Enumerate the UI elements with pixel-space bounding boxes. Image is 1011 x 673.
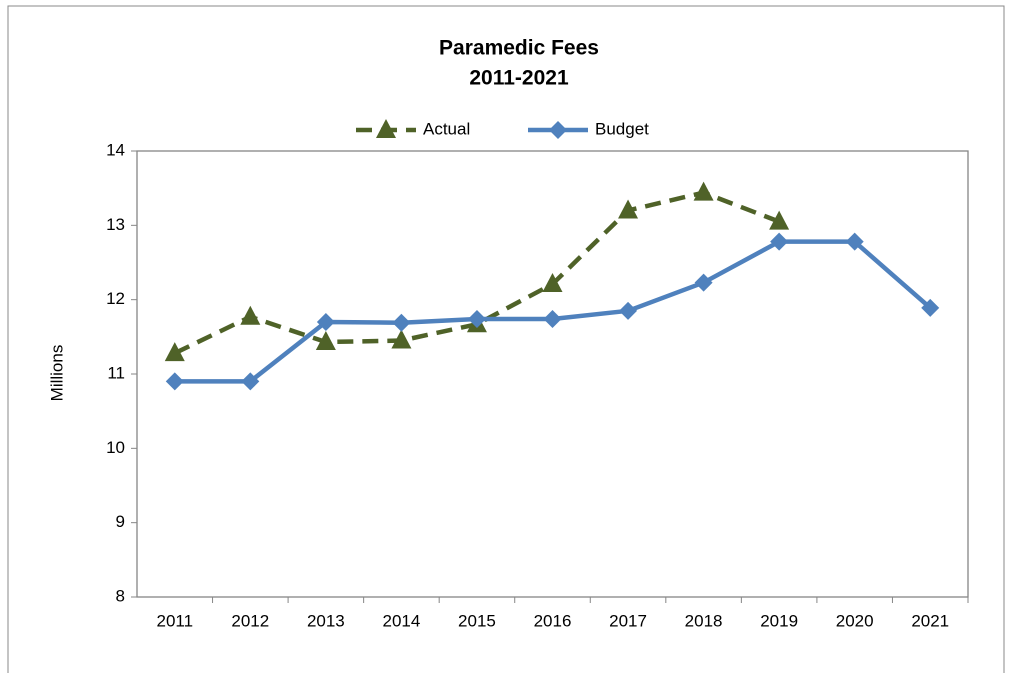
y-tick-label: 11 bbox=[107, 363, 125, 382]
legend-marker bbox=[376, 119, 396, 138]
data-point bbox=[618, 199, 639, 219]
legend-label: Budget bbox=[595, 119, 649, 138]
x-tick-label: 2015 bbox=[458, 611, 496, 630]
y-tick-label: 12 bbox=[106, 289, 125, 308]
data-point bbox=[542, 273, 563, 293]
data-point bbox=[316, 312, 335, 331]
data-point bbox=[619, 301, 638, 320]
data-point bbox=[165, 372, 184, 391]
x-tick-label: 2017 bbox=[609, 611, 647, 630]
x-tick-label: 2020 bbox=[836, 611, 874, 630]
series-line bbox=[173, 190, 780, 356]
chart-frame bbox=[7, 5, 1005, 673]
x-tick-label: 2014 bbox=[382, 611, 420, 630]
data-point bbox=[391, 329, 412, 349]
data-point bbox=[315, 331, 336, 351]
x-tick-label: 2013 bbox=[307, 611, 345, 630]
data-point bbox=[769, 210, 790, 230]
data-point bbox=[770, 232, 789, 251]
y-tick-label: 8 bbox=[116, 586, 125, 605]
x-tick-label: 2019 bbox=[760, 611, 798, 630]
y-tick-label: 10 bbox=[106, 438, 125, 457]
data-point bbox=[694, 273, 713, 292]
data-point bbox=[845, 232, 864, 251]
data-point bbox=[240, 305, 261, 325]
data-point bbox=[392, 313, 411, 332]
legend-marker bbox=[549, 121, 567, 139]
data-point bbox=[241, 372, 260, 391]
data-point bbox=[543, 309, 562, 328]
chart-title: Paramedic Fees bbox=[439, 37, 599, 60]
data-point bbox=[164, 342, 185, 362]
y-tick-label: 14 bbox=[106, 140, 125, 159]
chart-subtitle: 2011-2021 bbox=[469, 67, 569, 90]
y-tick-label: 13 bbox=[106, 215, 125, 234]
x-tick-label: 2011 bbox=[156, 611, 193, 630]
y-tick-label: 9 bbox=[116, 512, 125, 531]
x-tick-label: 2021 bbox=[911, 611, 949, 630]
data-point bbox=[467, 309, 486, 328]
legend-label: Actual bbox=[423, 119, 470, 138]
data-point bbox=[693, 181, 714, 201]
y-axis-label: Millions bbox=[47, 345, 66, 402]
x-tick-label: 2018 bbox=[685, 611, 723, 630]
data-point bbox=[921, 298, 940, 317]
x-tick-label: 2016 bbox=[534, 611, 572, 630]
x-tick-label: 2012 bbox=[231, 611, 269, 630]
